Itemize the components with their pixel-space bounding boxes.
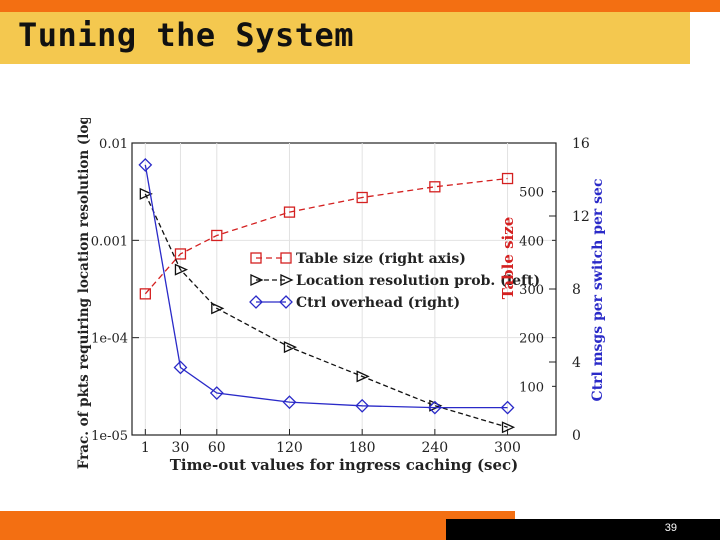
page-number: 39 [664,522,677,534]
x-tick-label: 30 [172,440,190,456]
series-2-point [139,187,153,200]
legend-label-3: Ctrl overhead (right) [296,295,460,311]
series-3-point [500,400,515,415]
legend-marker-1 [250,252,262,264]
right-ctrl-tick-label: 0 [572,428,581,444]
right-axis-label-table: Table size [499,217,517,300]
x-tick-label: 60 [208,440,226,456]
right-ctrl-tick-label: 4 [572,355,581,371]
right-ctrl-tick-label: 8 [572,282,581,298]
series-1-point [356,191,368,204]
series-2-point [211,302,225,315]
left-axis-label: Frac. of pkts requiring location resolut… [76,118,92,469]
series-3-point [427,400,442,415]
right-table-tick-label: 300 [519,283,544,298]
series-line-2 [144,193,508,428]
series-3-point [173,360,188,375]
legend-marker-2 [280,273,294,287]
series-3-point [355,398,370,413]
series-1-point [501,172,514,185]
footer-black-bar [446,519,720,540]
right-ctrl-tick-label: 12 [572,209,590,225]
left-tick-label: 1e-05 [91,429,128,444]
right-axis-label-ctrl: Ctrl msgs per switch per sec [590,179,606,402]
series-2-point [356,370,370,383]
series-2-point [174,263,189,276]
legend-marker-3 [249,295,263,309]
x-axis-label: Time-out values for ingress caching (sec… [170,456,519,474]
series-line-1 [144,177,508,295]
series-2-point [283,341,298,354]
series-3-point [282,395,297,410]
series-line-3 [144,164,508,409]
title-accent-strip [0,0,720,12]
legend-marker-1 [280,252,292,264]
slide-title: Tuning the System [18,16,355,54]
series-3-point [209,386,224,400]
x-tick-label: 180 [349,440,376,456]
x-tick-label: 1 [141,440,150,456]
left-tick-label: 0.01 [99,137,128,152]
left-tick-label: 0.001 [91,234,128,249]
series-1-point [429,181,441,193]
series-3-point [138,157,153,172]
right-table-tick-label: 400 [519,234,544,249]
series-1-point [283,206,296,218]
left-tick-label: 1e-04 [91,332,128,347]
legend-marker-3 [279,295,293,309]
right-table-tick-label: 100 [519,380,544,395]
x-tick-label: 300 [494,440,521,456]
chart: 1 30 60 120 180 240 3000.010.0011e-041e-051612… [76,118,606,474]
legend-label-1: Table size (right axis) [296,251,466,267]
legend-label-2: Location resolution prob. (left) [296,273,540,289]
right-ctrl-tick-label: 16 [572,136,590,152]
x-tick-label: 120 [276,440,303,456]
footer-bar [0,511,515,540]
series-1-point [174,248,187,260]
series-1-point [139,288,151,300]
legend-marker-2 [250,273,264,287]
right-table-tick-label: 500 [519,186,544,201]
right-table-tick-label: 200 [519,332,544,347]
plot-area [131,142,557,436]
series-1-point [211,229,223,242]
x-tick-label: 240 [421,440,448,456]
